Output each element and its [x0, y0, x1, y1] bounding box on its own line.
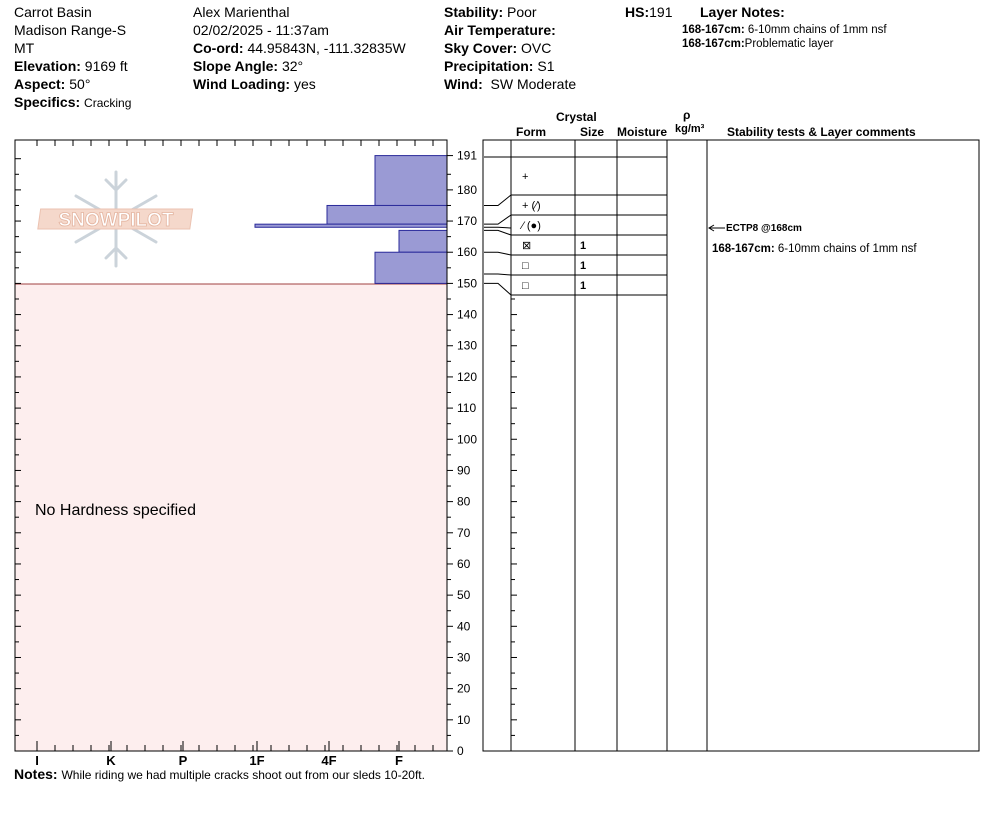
- depth-tick-label: 140: [457, 308, 477, 322]
- stability-header: Stability tests & Layer comments: [727, 125, 916, 139]
- hardness-bottom-ticks: [36, 741, 434, 751]
- layer-notes-title: Layer Notes:: [700, 4, 785, 20]
- hardness-bar: [326, 204, 448, 225]
- depth-tick-label: 120: [457, 370, 477, 384]
- density-unit-header: kg/m³: [675, 123, 705, 135]
- no-snow-region: [15, 284, 447, 751]
- hardness-top-ticks: [36, 140, 434, 146]
- hardness-label: I: [35, 753, 39, 768]
- layer-note: 168-167cm: 6-10mm chains of 1mm nsf: [682, 24, 887, 36]
- layer-connector: [484, 194, 512, 206]
- hardness-label: P: [179, 753, 188, 768]
- layer-connector: [484, 282, 512, 296]
- depth-tick-label: 30: [457, 650, 471, 664]
- wind-loading-row: Wind Loading: yes: [193, 76, 316, 92]
- logo-text: SNOWPILOT: [58, 210, 173, 231]
- layer-connector: [484, 226, 512, 229]
- depth-tick-label: 50: [457, 588, 471, 602]
- depth-tick-label: 191: [457, 149, 477, 163]
- depth-tick-label: 10: [457, 713, 471, 727]
- layer-form: +: [522, 171, 528, 183]
- test-arrow: [708, 224, 725, 232]
- specifics-row: Specifics: Cracking: [14, 94, 132, 110]
- depth-tick-label: 90: [457, 463, 471, 477]
- hardness-bar: [374, 155, 448, 206]
- hardness-label: 4F: [321, 753, 336, 768]
- layer-form: ⁄ (●): [519, 220, 541, 232]
- stability-row: Stability: Poor: [444, 4, 537, 20]
- hardness-bar: [398, 229, 448, 253]
- depth-tick-label: 160: [457, 245, 477, 259]
- wind-row: Wind: SW Moderate: [444, 76, 577, 92]
- hardness-bars: [254, 155, 448, 284]
- location: Carrot Basin: [14, 4, 92, 20]
- hardness-left-ticks: [15, 158, 21, 752]
- layer-comment: 168-167cm: 6-10mm chains of 1mm nsf: [712, 243, 917, 255]
- stability-test-result: ECTP8 @168cm: [726, 223, 802, 234]
- depth-axis: 1911801701601501401301201101009080706050…: [447, 149, 477, 758]
- form-header: Form: [516, 125, 546, 139]
- crystal-header: Crystal: [556, 110, 597, 124]
- layer-connector: [484, 251, 512, 256]
- sky-row: Sky Cover: OVC: [444, 40, 552, 56]
- elevation-row: Elevation: 9169 ft: [14, 58, 128, 74]
- hardness-label: F: [395, 753, 403, 768]
- coord-row: Co-ord: 44.95843N, -111.32835W: [193, 40, 406, 56]
- hardness-frame: [14, 139, 448, 752]
- layer-size: 1: [580, 280, 586, 292]
- hardness-label: K: [106, 753, 116, 768]
- layer-connector: [484, 214, 512, 225]
- table-depth-ticks: [511, 298, 517, 752]
- hardness-axis-labels: I K P 1F 4F F: [35, 753, 403, 768]
- range: Madison Range-S: [14, 22, 127, 38]
- layer-form: ⊠: [522, 240, 531, 252]
- layer-form: + (⁄): [522, 200, 541, 212]
- layer-note: 168-167cm:Problematic layer: [682, 38, 834, 50]
- layer-size: 1: [580, 260, 586, 272]
- datetime: 02/02/2025 - 11:37am: [193, 22, 329, 38]
- precip-row: Precipitation: S1: [444, 58, 555, 74]
- depth-tick-label: 60: [457, 557, 471, 571]
- depth-tick-label: 0: [457, 744, 464, 758]
- no-hardness-label: No Hardness specified: [35, 502, 196, 519]
- depth-tick-label: 180: [457, 183, 477, 197]
- layer-table-frame: [482, 139, 980, 752]
- rho-header: ρ: [683, 108, 691, 122]
- hardness-bar: [254, 223, 448, 228]
- air-temp-row: Air Temperature:: [444, 22, 556, 38]
- moisture-header: Moisture: [617, 125, 668, 139]
- layer-size: 1: [580, 240, 586, 252]
- layer-form: □: [522, 280, 529, 292]
- layer-form: □: [522, 260, 529, 272]
- snowpilot-logo: SNOWPILOT: [37, 170, 194, 268]
- depth-tick-label: 100: [457, 432, 477, 446]
- notes-row: Notes: While riding we had multiple crac…: [14, 766, 425, 782]
- aspect-row: Aspect: 50°: [14, 76, 91, 92]
- layer-cells: + + (⁄) ⁄ (●) ⊠ 1 □ 1 □ 1: [519, 171, 586, 292]
- depth-tick-label: 130: [457, 339, 477, 353]
- hs-row: HS:191: [625, 4, 673, 20]
- slope-row: Slope Angle: 32°: [193, 58, 304, 74]
- depth-tick-label: 70: [457, 526, 471, 540]
- depth-tick-label: 170: [457, 214, 477, 228]
- hardness-label: 1F: [249, 753, 264, 768]
- depth-tick-label: 40: [457, 619, 471, 633]
- size-header: Size: [580, 125, 605, 139]
- observer: Alex Marienthal: [193, 4, 290, 20]
- depth-tick-label: 80: [457, 495, 471, 509]
- layer-connector: [484, 273, 512, 276]
- layer-connector: [484, 229, 512, 236]
- depth-tick-label: 150: [457, 276, 477, 290]
- layer-boundaries: [484, 156, 667, 296]
- state: MT: [14, 40, 35, 56]
- depth-tick-label: 110: [457, 401, 476, 415]
- depth-tick-label: 20: [457, 682, 471, 696]
- hardness-bar: [374, 251, 448, 284]
